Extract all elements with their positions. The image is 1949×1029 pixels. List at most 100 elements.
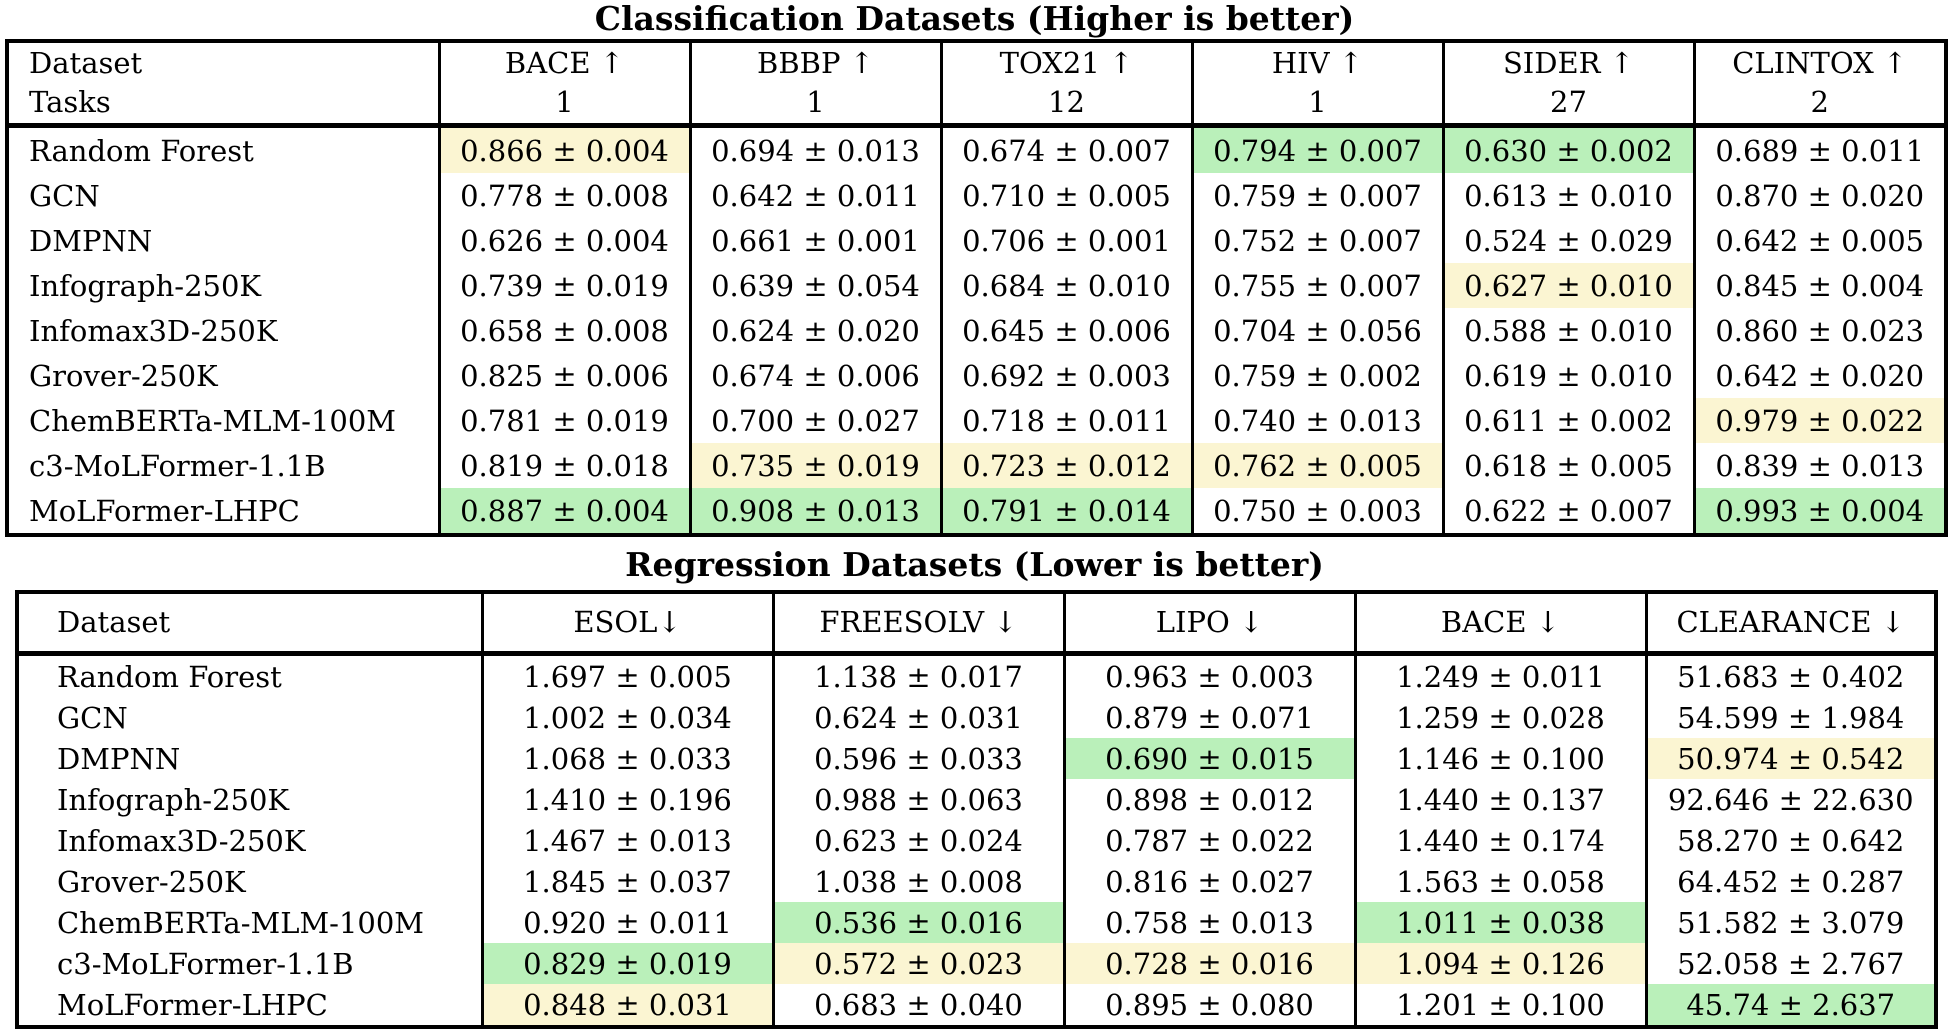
model-name-cell: Grover-250K — [5, 353, 441, 398]
value-cell: 52.058 ± 2.767 — [1644, 943, 1938, 984]
value-cell: 0.694 ± 0.013 — [688, 125, 943, 173]
table-row: c3-MoLFormer-1.1B 0.829 ± 0.019 0.572 ± 0.… — [15, 943, 1938, 984]
table-row: Grover-250K 1.845 ± 0.037 1.038 ± 0.008 0.8… — [15, 861, 1938, 902]
column-tasks-count: 12 — [1048, 85, 1085, 119]
table-row: ChemBERTa-MLM-100M 0.781 ± 0.019 0.700 ± 0… — [5, 398, 1948, 443]
value-cell: 0.661 ± 0.001 — [688, 218, 943, 263]
column-header-label: CLEARANCE ↓ — [1676, 605, 1906, 639]
column-tasks-count: 1 — [1308, 85, 1327, 119]
regression-header-row: Dataset ESOL↓ FREESOLV ↓ LIPO ↓ BACE ↓ CLEARA… — [15, 592, 1938, 656]
value-cell: 0.645 ± 0.006 — [939, 308, 1194, 353]
value-cell: 0.674 ± 0.007 — [939, 125, 1194, 173]
value-cell: 0.700 ± 0.027 — [688, 398, 943, 443]
column-header-label: BACE ↓ — [1440, 605, 1561, 639]
value-cell: 1.249 ± 0.011 — [1353, 653, 1648, 697]
value-cell: 0.988 ± 0.063 — [771, 779, 1066, 820]
column-header: TOX21 ↑ 12 — [939, 41, 1194, 128]
model-name-cell: Grover-250K — [15, 861, 484, 902]
value-cell: 0.845 ± 0.004 — [1692, 263, 1948, 308]
regression-body: Random Forest 1.697 ± 0.005 1.138 ± 0.017 0… — [15, 653, 1938, 1027]
value-cell: 0.908 ± 0.013 — [688, 488, 943, 535]
value-cell: 0.860 ± 0.023 — [1692, 308, 1948, 353]
column-header: FREESOLV ↓ — [771, 592, 1066, 656]
model-name-cell: Infomax3D-250K — [15, 820, 484, 861]
model-name-cell: Random Forest — [5, 125, 441, 173]
value-cell: 0.759 ± 0.007 — [1190, 173, 1445, 218]
value-cell: 0.752 ± 0.007 — [1190, 218, 1445, 263]
value-cell: 1.563 ± 0.058 — [1353, 861, 1648, 902]
value-cell: 0.623 ± 0.024 — [771, 820, 1066, 861]
value-cell: 0.848 ± 0.031 — [480, 984, 775, 1027]
value-cell: 58.270 ± 0.642 — [1644, 820, 1938, 861]
header-dataset-label: Dataset — [57, 605, 171, 639]
value-cell: 1.201 ± 0.100 — [1353, 984, 1648, 1027]
model-name-cell: DMPNN — [15, 738, 484, 779]
model-name-cell: Infograph-250K — [5, 263, 441, 308]
value-cell: 0.710 ± 0.005 — [939, 173, 1194, 218]
column-header-label: BBBP ↑ — [757, 46, 874, 80]
value-cell: 0.588 ± 0.010 — [1441, 308, 1696, 353]
value-cell: 51.683 ± 0.402 — [1644, 653, 1938, 697]
model-name-cell: GCN — [5, 173, 441, 218]
value-cell: 0.624 ± 0.031 — [771, 697, 1066, 738]
value-cell: 0.630 ± 0.002 — [1441, 125, 1696, 173]
value-cell: 0.791 ± 0.014 — [939, 488, 1194, 535]
value-cell: 1.146 ± 0.100 — [1353, 738, 1648, 779]
table-row: MoLFormer-LHPC 0.887 ± 0.004 0.908 ± 0.013… — [5, 488, 1948, 535]
value-cell: 0.762 ± 0.005 — [1190, 443, 1445, 488]
value-cell: 0.735 ± 0.019 — [688, 443, 943, 488]
header-dataset-cell: Dataset Tasks — [5, 41, 441, 128]
value-cell: 0.611 ± 0.002 — [1441, 398, 1696, 443]
value-cell: 1.011 ± 0.038 — [1353, 902, 1648, 943]
value-cell: 1.845 ± 0.037 — [480, 861, 775, 902]
value-cell: 0.794 ± 0.007 — [1190, 125, 1445, 173]
value-cell: 51.582 ± 3.079 — [1644, 902, 1938, 943]
column-header: HIV ↑ 1 — [1190, 41, 1445, 128]
value-cell: 0.690 ± 0.015 — [1062, 738, 1357, 779]
column-header: CLINTOX ↑ 2 — [1692, 41, 1948, 128]
value-cell: 0.536 ± 0.016 — [771, 902, 1066, 943]
value-cell: 0.718 ± 0.011 — [939, 398, 1194, 443]
header-tasks-label: Tasks — [29, 85, 111, 119]
value-cell: 64.452 ± 0.287 — [1644, 861, 1938, 902]
value-cell: 0.627 ± 0.010 — [1441, 263, 1696, 308]
header-dataset-cell: Dataset — [15, 592, 484, 656]
column-tasks-count: 27 — [1550, 85, 1587, 119]
column-header: CLEARANCE ↓ — [1644, 592, 1938, 656]
value-cell: 1.697 ± 0.005 — [480, 653, 775, 697]
table-row: MoLFormer-LHPC 0.848 ± 0.031 0.683 ± 0.040… — [15, 984, 1938, 1027]
table-row: Grover-250K 0.825 ± 0.006 0.674 ± 0.006 0.6… — [5, 353, 1948, 398]
column-header: ESOL↓ — [480, 592, 775, 656]
value-cell: 0.524 ± 0.029 — [1441, 218, 1696, 263]
value-cell: 0.706 ± 0.001 — [939, 218, 1194, 263]
value-cell: 0.639 ± 0.054 — [688, 263, 943, 308]
column-tasks-count: 1 — [806, 85, 825, 119]
table-row: Infograph-250K 1.410 ± 0.196 0.988 ± 0.063… — [15, 779, 1938, 820]
value-cell: 0.618 ± 0.005 — [1441, 443, 1696, 488]
value-cell: 1.068 ± 0.033 — [480, 738, 775, 779]
value-cell: 0.963 ± 0.003 — [1062, 653, 1357, 697]
value-cell: 0.683 ± 0.040 — [771, 984, 1066, 1027]
value-cell: 0.759 ± 0.002 — [1190, 353, 1445, 398]
model-name-cell: Random Forest — [15, 653, 484, 697]
value-cell: 0.898 ± 0.012 — [1062, 779, 1357, 820]
value-cell: 1.094 ± 0.126 — [1353, 943, 1648, 984]
value-cell: 0.674 ± 0.006 — [688, 353, 943, 398]
value-cell: 0.887 ± 0.004 — [437, 488, 692, 535]
value-cell: 0.642 ± 0.005 — [1692, 218, 1948, 263]
value-cell: 0.879 ± 0.071 — [1062, 697, 1357, 738]
column-header-label: ESOL↓ — [573, 605, 682, 639]
table-row: ChemBERTa-MLM-100M 0.920 ± 0.011 0.536 ± 0… — [15, 902, 1938, 943]
table-row: Random Forest 0.866 ± 0.004 0.694 ± 0.013 0… — [5, 125, 1948, 173]
value-cell: 0.626 ± 0.004 — [437, 218, 692, 263]
column-header: SIDER ↑ 27 — [1441, 41, 1696, 128]
table-row: Infograph-250K 0.739 ± 0.019 0.639 ± 0.054… — [5, 263, 1948, 308]
model-name-cell: MoLFormer-LHPC — [5, 488, 441, 535]
value-cell: 0.739 ± 0.019 — [437, 263, 692, 308]
value-cell: 0.658 ± 0.008 — [437, 308, 692, 353]
value-cell: 0.572 ± 0.023 — [771, 943, 1066, 984]
value-cell: 0.689 ± 0.011 — [1692, 125, 1948, 173]
value-cell: 54.599 ± 1.984 — [1644, 697, 1938, 738]
